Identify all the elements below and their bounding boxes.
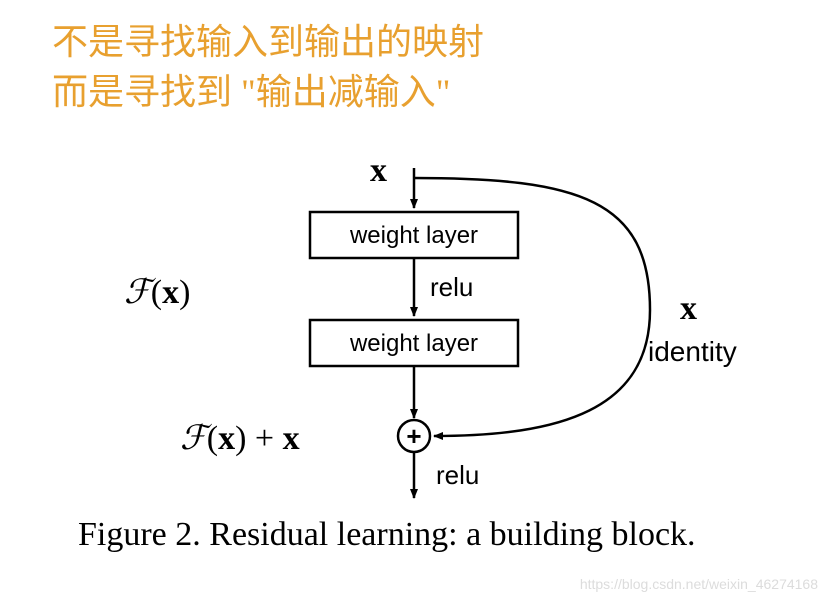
weight-layer-2-label: weight layer (349, 330, 478, 357)
fx-plus-x-label: ℱ(x) + x (180, 418, 300, 458)
fx-label: ℱ(x) (124, 272, 190, 312)
weight-layer-1-label: weight layer (349, 222, 478, 249)
relu-2-label: relu (436, 460, 479, 491)
identity-label: identity (648, 336, 737, 368)
skip-x-label: x (680, 290, 697, 328)
input-x-label: x (370, 152, 387, 190)
watermark: https://blog.csdn.net/weixin_46274168 (580, 576, 818, 592)
figure-caption: Figure 2. Residual learning: a building … (78, 516, 696, 554)
relu-1-label: relu (430, 272, 473, 303)
plus-symbol: + (406, 421, 421, 451)
